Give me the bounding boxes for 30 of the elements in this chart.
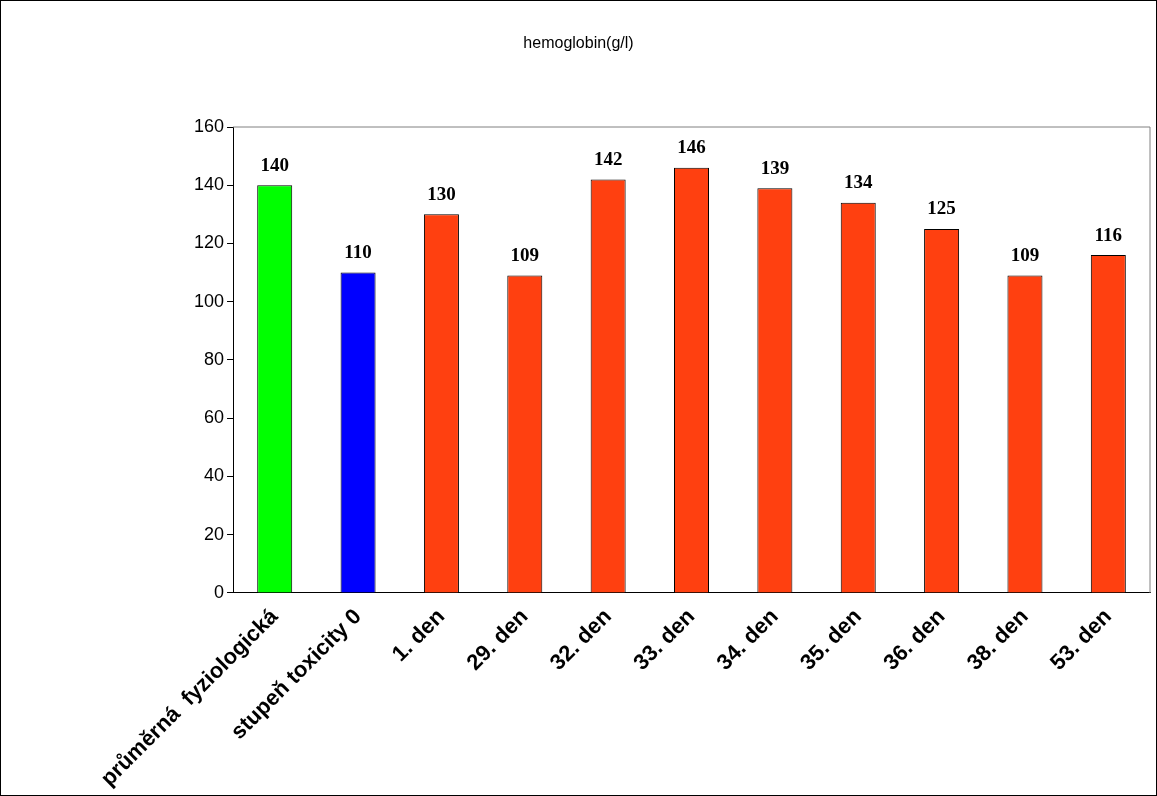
y-tick-label: 40 — [204, 465, 225, 486]
data-label: 146 — [677, 136, 706, 158]
data-label: 139 — [760, 156, 790, 178]
x-tick-label: 36. den — [878, 603, 950, 675]
data-label: 109 — [1010, 243, 1040, 265]
y-tick-label: 120 — [193, 232, 225, 253]
x-tick-label: 32. den — [544, 603, 616, 675]
x-tick-label: 29. den — [461, 603, 533, 675]
data-label: 134 — [843, 171, 873, 193]
y-tick-label: 20 — [204, 523, 225, 544]
data-label: 110 — [344, 241, 372, 262]
x-tick-label: 38. den — [961, 603, 1033, 675]
data-label: 140 — [260, 153, 289, 175]
data-label: 142 — [593, 147, 623, 169]
data-label: 125 — [927, 197, 956, 219]
y-tick-label: 100 — [193, 290, 225, 311]
y-tick-label: 0 — [214, 581, 225, 602]
y-tick-label: 80 — [204, 348, 225, 369]
data-label: 109 — [510, 243, 540, 265]
x-tick-label: 34. den — [711, 603, 783, 675]
chart-title: hemoglobin(g/l) — [522, 34, 635, 52]
data-label: 116 — [1094, 223, 1123, 245]
y-tick-label: 60 — [204, 407, 225, 428]
data-label: 130 — [427, 182, 456, 204]
y-tick-label: 140 — [193, 174, 225, 195]
x-tick-label: 53. den — [1044, 603, 1117, 675]
x-tick-label: 33. den — [628, 603, 700, 675]
x-tick-label: 1. den — [386, 603, 450, 667]
x-tick-label: 35. den — [794, 603, 867, 675]
y-tick-label: 160 — [193, 115, 225, 136]
